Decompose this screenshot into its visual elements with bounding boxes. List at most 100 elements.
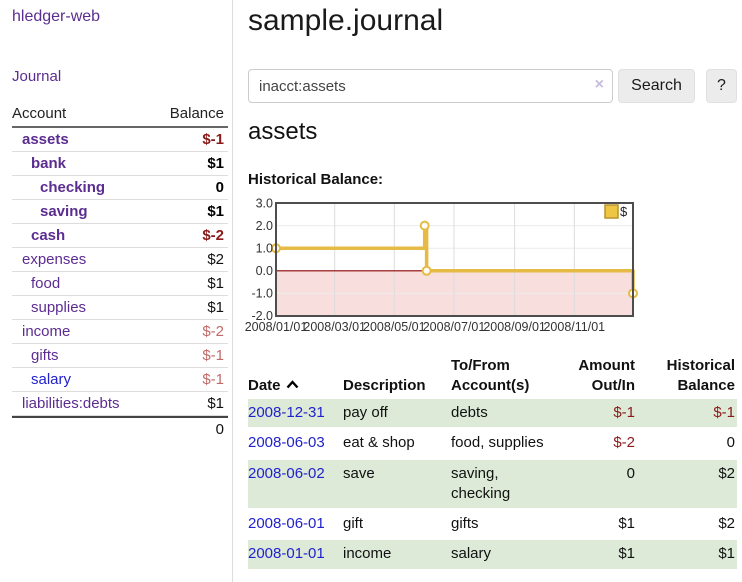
col-header-description: Description (343, 376, 426, 394)
cell-balance: 0 (726, 434, 735, 452)
cell-balance: $2 (718, 515, 735, 532)
account-link[interactable]: liabilities:debts (22, 395, 120, 412)
cell-amount: 0 (626, 464, 635, 482)
chart-legend: $ (604, 204, 628, 219)
cell-description: gift (343, 515, 364, 532)
historical-balance-label: Historical Balance: (248, 171, 384, 188)
account-link[interactable]: checking (40, 179, 106, 196)
sidebar-account-salary: salary $-1 (12, 368, 228, 392)
x-axis-labels: 2008/01/01 2008/03/01 2008/05/01 2008/07… (245, 320, 605, 334)
cell-amount: $-2 (613, 434, 635, 452)
account-link[interactable]: supplies (31, 299, 87, 316)
date-link[interactable]: 2008-06-03 (248, 434, 325, 452)
date-link[interactable]: 2008-01-01 (248, 545, 325, 563)
help-button[interactable]: ? (706, 69, 737, 103)
svg-text:1.0: 1.0 (256, 242, 273, 256)
historical-balance-chart: $ 3.0 2.0 1.0 0.0 -1.0 -2.0 2008/01/01 2… (245, 197, 642, 343)
date-link[interactable]: 2008-06-01 (248, 515, 325, 532)
cell-accounts: salary (451, 545, 492, 563)
chart-canvas: $ 3.0 2.0 1.0 0.0 -1.0 -2.0 2008/01/01 2… (245, 197, 638, 334)
data-point-marker (421, 265, 432, 276)
sidebar-account-bank: bank $1 (12, 152, 228, 176)
account-column-header: Account (12, 105, 67, 122)
cell-amount: $1 (618, 545, 635, 563)
account-link[interactable]: food (31, 275, 61, 292)
account-balance: $-2 (202, 227, 224, 244)
sidebar-account-supplies: supplies $1 (12, 296, 228, 320)
sidebar-account-income: income $-2 (12, 320, 228, 344)
sort-ascending-icon (286, 379, 298, 388)
svg-text:2008/11/01: 2008/11/01 (543, 320, 605, 334)
svg-text:2008/07/01: 2008/07/01 (423, 320, 486, 334)
plot-border (275, 202, 634, 317)
sidebar-account-food: food $1 (12, 272, 228, 296)
register-row: 2008-01-01 income salary $1 $1 (248, 539, 737, 570)
sidebar-account-saving: saving $1 (12, 200, 228, 224)
account-balance: 0 (215, 179, 224, 196)
data-point-marker (419, 220, 430, 231)
search-button[interactable]: Search (618, 69, 695, 103)
account-link[interactable]: salary (31, 371, 72, 388)
cell-description: eat & shop (343, 434, 415, 452)
svg-text:2008/09/01: 2008/09/01 (483, 320, 546, 334)
svg-text:0.0: 0.0 (256, 264, 273, 278)
cell-description: pay off (343, 404, 388, 421)
cell-date: 2008-06-02 (248, 459, 343, 510)
svg-text:2008/05/01: 2008/05/01 (363, 320, 426, 334)
legend-label: $ (620, 204, 628, 219)
register-row: 2008-06-03 eat & shop food, supplies $-2… (248, 428, 737, 459)
account-link[interactable]: income (22, 323, 71, 340)
y-axis-labels: 3.0 2.0 1.0 0.0 -1.0 -2.0 (251, 197, 273, 324)
register-row: 2008-06-02 save saving, checking 0 $2 (248, 458, 737, 510)
account-balance: $1 (207, 275, 224, 292)
cell-description: income (343, 545, 392, 563)
cell-accounts: debts (451, 404, 488, 421)
page-title: sample.journal (248, 4, 444, 37)
date-link[interactable]: 2008-12-31 (248, 404, 325, 421)
cell-accounts: gifts (451, 515, 479, 532)
account-balance: $-2 (202, 323, 224, 340)
sidebar-account-assets: assets $-1 (12, 128, 228, 152)
clear-search-icon[interactable]: × (594, 76, 604, 93)
account-balance: $-1 (202, 371, 224, 388)
cell-balance: $1 (718, 545, 735, 563)
account-link[interactable]: expenses (22, 251, 87, 268)
col-header-amount: Amount Out/In (578, 357, 635, 394)
account-balance: $1 (207, 203, 224, 220)
account-balance: $1 (207, 395, 224, 412)
register-row: 2008-06-01 gift gifts $1 $2 (248, 509, 737, 540)
cell-description: save (343, 464, 375, 482)
sidebar-account-liabilities-debts: liabilities:debts $1 (12, 392, 228, 416)
sidebar-account-checking: checking 0 (12, 176, 228, 200)
account-balance: $2 (207, 251, 224, 268)
brand-link[interactable]: hledger-web (12, 8, 101, 25)
account-balance-table: Account Balance assets $-1 bank $1 check… (12, 102, 228, 441)
account-link[interactable]: saving (40, 203, 88, 220)
account-link[interactable]: assets (22, 131, 69, 148)
svg-text:-1.0: -1.0 (251, 287, 273, 301)
sidebar: hledger-web Journal Account Balance asse… (0, 0, 233, 582)
account-link[interactable]: bank (31, 155, 67, 172)
cell-accounts: food, supplies (451, 434, 544, 452)
col-header-date[interactable]: Date (248, 356, 343, 399)
account-balance: $-1 (202, 347, 224, 364)
sidebar-account-expenses: expenses $2 (12, 248, 228, 272)
cell-accounts: saving, checking (451, 464, 511, 502)
account-balance: $-1 (202, 131, 224, 148)
date-link[interactable]: 2008-06-02 (248, 464, 325, 482)
svg-text:2.0: 2.0 (256, 219, 273, 233)
account-balance: $1 (207, 155, 224, 172)
col-header-balance: Historical Balance (666, 357, 735, 394)
account-link[interactable]: cash (31, 227, 66, 244)
sidebar-account-cash: cash $-2 (12, 224, 228, 248)
search-input[interactable] (248, 69, 613, 103)
legend-swatch (604, 204, 619, 219)
sidebar-item-journal[interactable]: Journal (12, 68, 62, 85)
cell-date: 2008-12-31 (248, 399, 343, 428)
account-heading: assets (248, 118, 318, 145)
account-link[interactable]: gifts (31, 347, 59, 364)
cell-date: 2008-06-01 (248, 509, 343, 539)
search-bar: × Search ? (248, 69, 742, 103)
cell-balance: $-1 (713, 404, 735, 421)
